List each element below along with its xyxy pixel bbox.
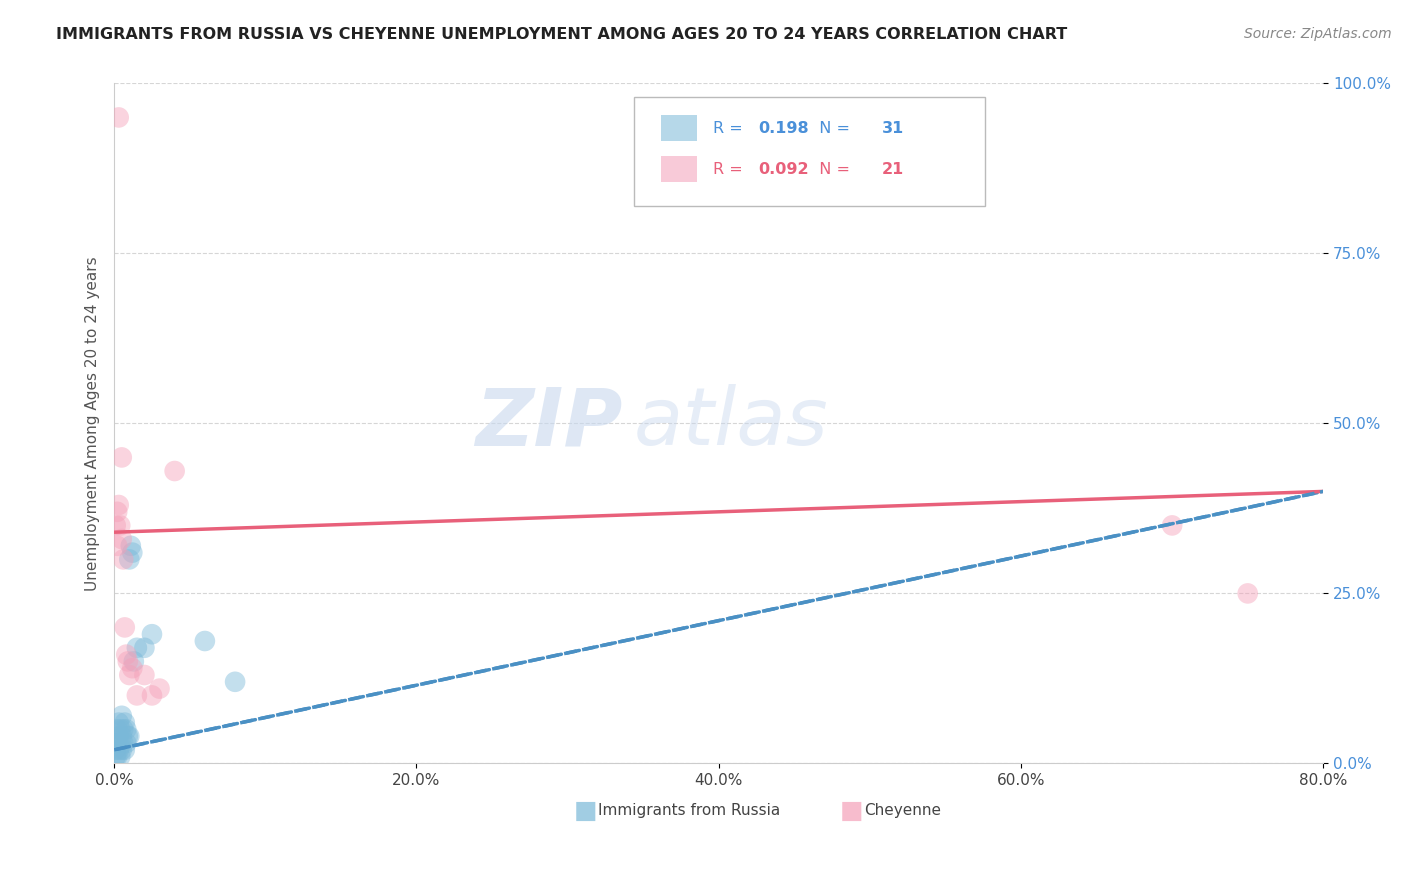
- Point: [117, 654, 139, 668]
- Point: [117, 729, 139, 743]
- Text: ZIP: ZIP: [475, 384, 621, 462]
- Point: [134, 668, 156, 682]
- Point: [114, 715, 136, 730]
- Point: [107, 498, 129, 512]
- Text: Immigrants from Russia: Immigrants from Russia: [598, 804, 780, 819]
- Text: R =: R =: [713, 161, 748, 177]
- Point: [194, 634, 217, 648]
- Text: N =: N =: [810, 120, 855, 136]
- Point: [105, 505, 128, 519]
- Text: ■: ■: [839, 799, 863, 823]
- Point: [111, 743, 134, 757]
- Text: Source: ZipAtlas.com: Source: ZipAtlas.com: [1244, 27, 1392, 41]
- FancyBboxPatch shape: [634, 97, 984, 206]
- Point: [107, 111, 129, 125]
- Point: [120, 539, 142, 553]
- Point: [112, 723, 135, 737]
- Point: [134, 640, 156, 655]
- Text: 0.198: 0.198: [759, 120, 810, 136]
- Point: [118, 668, 141, 682]
- Text: 0.092: 0.092: [759, 161, 810, 177]
- Point: [111, 729, 134, 743]
- Text: 31: 31: [882, 120, 904, 136]
- Point: [122, 654, 145, 668]
- FancyBboxPatch shape: [661, 115, 697, 141]
- Point: [224, 674, 246, 689]
- Point: [125, 689, 148, 703]
- Point: [104, 743, 127, 757]
- Point: [115, 723, 138, 737]
- Text: Cheyenne: Cheyenne: [863, 804, 941, 819]
- Point: [141, 627, 163, 641]
- Point: [104, 736, 127, 750]
- Text: IMMIGRANTS FROM RUSSIA VS CHEYENNE UNEMPLOYMENT AMONG AGES 20 TO 24 YEARS CORREL: IMMIGRANTS FROM RUSSIA VS CHEYENNE UNEMP…: [56, 27, 1067, 42]
- Point: [118, 729, 141, 743]
- Point: [107, 715, 129, 730]
- FancyBboxPatch shape: [661, 156, 697, 182]
- Point: [121, 661, 143, 675]
- Point: [114, 743, 136, 757]
- Point: [115, 736, 138, 750]
- Point: [105, 723, 128, 737]
- Point: [163, 464, 186, 478]
- Point: [115, 648, 138, 662]
- Text: ■: ■: [574, 799, 598, 823]
- Point: [125, 640, 148, 655]
- Point: [111, 450, 134, 465]
- Point: [1161, 518, 1184, 533]
- Point: [104, 749, 127, 764]
- Point: [112, 736, 135, 750]
- Point: [111, 532, 134, 546]
- Point: [105, 539, 128, 553]
- Point: [141, 689, 163, 703]
- Text: N =: N =: [810, 161, 855, 177]
- Point: [110, 723, 132, 737]
- Point: [1236, 586, 1258, 600]
- Point: [114, 620, 136, 634]
- Point: [148, 681, 170, 696]
- Point: [112, 552, 135, 566]
- Text: atlas: atlas: [634, 384, 830, 462]
- Point: [111, 708, 134, 723]
- Point: [121, 546, 143, 560]
- Point: [105, 749, 128, 764]
- Point: [105, 736, 128, 750]
- Point: [110, 518, 132, 533]
- Point: [118, 552, 141, 566]
- Y-axis label: Unemployment Among Ages 20 to 24 years: Unemployment Among Ages 20 to 24 years: [86, 256, 100, 591]
- Text: 21: 21: [882, 161, 904, 177]
- Point: [107, 743, 129, 757]
- Text: R =: R =: [713, 120, 748, 136]
- Point: [107, 729, 129, 743]
- Point: [110, 749, 132, 764]
- Point: [104, 518, 127, 533]
